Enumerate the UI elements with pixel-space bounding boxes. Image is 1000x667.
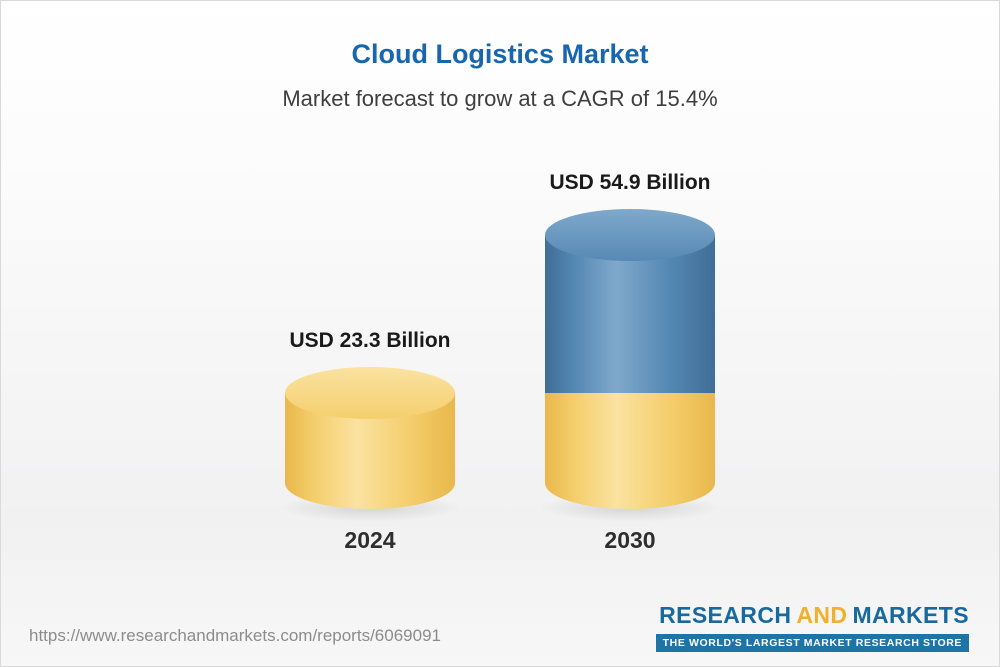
logo-wordmark: RESEARCH AND MARKETS <box>656 602 969 629</box>
logo-word-and: AND <box>796 602 848 628</box>
cylinder-top-ellipse <box>285 366 455 419</box>
chart-area: USD 23.3 Billion 2024 USD 54.9 Billion 2… <box>1 171 999 555</box>
logo-tagline: THE WORLD'S LARGEST MARKET RESEARCH STOR… <box>655 634 969 652</box>
bar-value-label-2030: USD 54.9 Billion <box>549 170 711 194</box>
cylinder-segment-yellow <box>545 392 715 509</box>
bar-group-2024: USD 23.3 Billion 2024 <box>271 328 469 555</box>
cylinder-top-ellipse <box>545 208 715 261</box>
research-and-markets-logo: RESEARCH AND MARKETS THE WORLD'S LARGEST M… <box>655 602 969 652</box>
chart-subtitle: Market forecast to grow at a CAGR of 15.… <box>282 86 718 111</box>
cylinder-segment-blue <box>545 234 715 393</box>
cylinder-bar-2024 <box>271 366 469 523</box>
cylinder-bar-2030 <box>531 208 729 523</box>
cylinder-body <box>545 234 715 509</box>
x-axis-label-2030: 2030 <box>604 527 656 553</box>
report-url-text: https://www.researchandmarkets.com/repor… <box>29 626 441 645</box>
bar-group-2030: USD 54.9 Billion 2030 <box>531 170 729 555</box>
logo-word-research: RESEARCH <box>659 602 792 628</box>
bar-value-label-2024: USD 23.3 Billion <box>289 328 451 352</box>
chart-header: Cloud Logistics Market Market forecast t… <box>1 1 999 112</box>
logo-word-markets: MARKETS <box>852 602 969 628</box>
x-axis-label-2024: 2024 <box>344 527 396 553</box>
page-title: Cloud Logistics Market <box>351 39 649 69</box>
